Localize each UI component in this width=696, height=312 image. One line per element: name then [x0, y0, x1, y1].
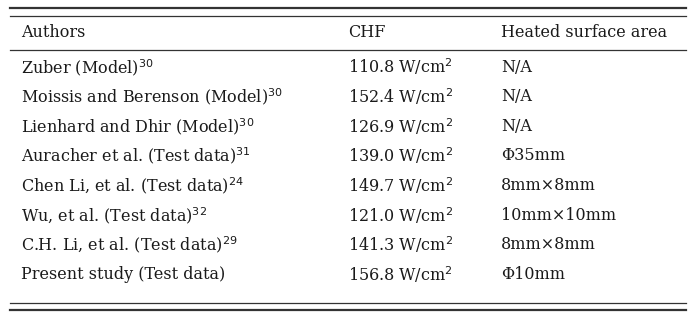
- Text: Chen Li, et al. (Test data)$^{24}$: Chen Li, et al. (Test data)$^{24}$: [21, 175, 244, 196]
- Text: Lienhard and Dhir (Model)$^{30}$: Lienhard and Dhir (Model)$^{30}$: [21, 116, 254, 137]
- Text: 126.9 W/cm$^2$: 126.9 W/cm$^2$: [348, 116, 453, 137]
- Text: 152.4 W/cm$^2$: 152.4 W/cm$^2$: [348, 86, 453, 107]
- Text: N/A: N/A: [501, 118, 532, 135]
- Text: 8mm×8mm: 8mm×8mm: [501, 177, 596, 194]
- Text: 139.0 W/cm$^2$: 139.0 W/cm$^2$: [348, 146, 453, 166]
- Text: Present study (Test data): Present study (Test data): [21, 266, 225, 283]
- Text: 110.8 W/cm$^2$: 110.8 W/cm$^2$: [348, 57, 452, 77]
- Text: N/A: N/A: [501, 88, 532, 105]
- Text: Authors: Authors: [21, 24, 85, 41]
- Text: Zuber (Model)$^{30}$: Zuber (Model)$^{30}$: [21, 56, 154, 78]
- Text: CHF: CHF: [348, 24, 386, 41]
- Text: 149.7 W/cm$^2$: 149.7 W/cm$^2$: [348, 175, 453, 196]
- Text: Heated surface area: Heated surface area: [501, 24, 667, 41]
- Text: N/A: N/A: [501, 59, 532, 76]
- Text: 141.3 W/cm$^2$: 141.3 W/cm$^2$: [348, 235, 453, 255]
- Text: 8mm×8mm: 8mm×8mm: [501, 236, 596, 253]
- Text: Φ10mm: Φ10mm: [501, 266, 565, 283]
- Text: C.H. Li, et al. (Test data)$^{29}$: C.H. Li, et al. (Test data)$^{29}$: [21, 234, 237, 256]
- Text: 156.8 W/cm$^2$: 156.8 W/cm$^2$: [348, 264, 452, 285]
- Text: 10mm×10mm: 10mm×10mm: [501, 207, 616, 224]
- Text: Φ35mm: Φ35mm: [501, 148, 565, 164]
- Text: 121.0 W/cm$^2$: 121.0 W/cm$^2$: [348, 205, 453, 226]
- Text: Wu, et al. (Test data)$^{32}$: Wu, et al. (Test data)$^{32}$: [21, 205, 207, 226]
- Text: Auracher et al. (Test data)$^{31}$: Auracher et al. (Test data)$^{31}$: [21, 145, 251, 167]
- Text: Moissis and Berenson (Model)$^{30}$: Moissis and Berenson (Model)$^{30}$: [21, 86, 283, 107]
